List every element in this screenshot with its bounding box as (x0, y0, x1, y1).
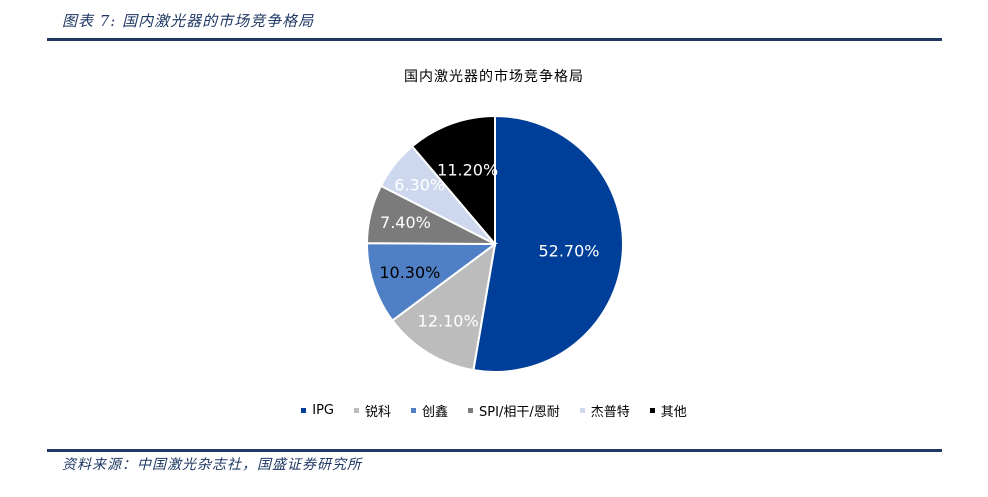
legend-label-1: 锐科 (365, 405, 392, 420)
legend-swatch-1 (354, 408, 359, 413)
pie-slice-0 (472, 114, 624, 373)
legend-swatch-3 (468, 408, 474, 413)
legend-item-2: 创鑫 (411, 401, 448, 420)
slice-label-2: 10.30% (379, 263, 440, 282)
legend-label-5: 其他 (660, 405, 687, 420)
legend-swatch-2 (411, 408, 417, 413)
source-note: 资料来源：中国激光杂志社，国盛证券研究所 (62, 457, 362, 473)
slice-label-1: 12.10% (418, 311, 479, 330)
legend-label-3: SPI/相干/恩耐 (479, 405, 560, 420)
chart-legend: IPG 锐科 创鑫 SPI/相干/恩耐 杰普特 其他 (0, 401, 988, 420)
legend-swatch-0 (301, 408, 307, 413)
slice-label-5: 11.20% (437, 161, 498, 180)
legend-item-1: 锐科 (354, 401, 391, 420)
pie-slice-5 (410, 114, 496, 247)
bottom-divider (47, 449, 942, 452)
top-divider (47, 38, 942, 41)
legend-item-3: SPI/相干/恩耐 (468, 401, 560, 420)
chart-title: 国内激光器的市场竞争格局 (404, 69, 584, 85)
legend-item-4: 杰普特 (579, 401, 630, 420)
legend-swatch-4 (579, 408, 585, 413)
legend-label-2: 创鑫 (422, 405, 449, 420)
legend-item-0: IPG (301, 401, 334, 420)
slice-label-4: 6.30% (394, 175, 445, 194)
slice-label-0: 52.70% (538, 241, 599, 260)
legend-item-5: 其他 (649, 401, 687, 420)
legend-label-4: 杰普特 (590, 405, 630, 420)
pie-slice-1 (390, 241, 497, 372)
pie-slice-2 (366, 242, 498, 322)
legend-label-0: IPG (312, 403, 334, 418)
legend-swatch-5 (649, 408, 655, 413)
figure-caption: 图表 7: 国内激光器的市场竞争格局 (62, 12, 315, 30)
slice-label-3: 7.40% (380, 213, 431, 232)
